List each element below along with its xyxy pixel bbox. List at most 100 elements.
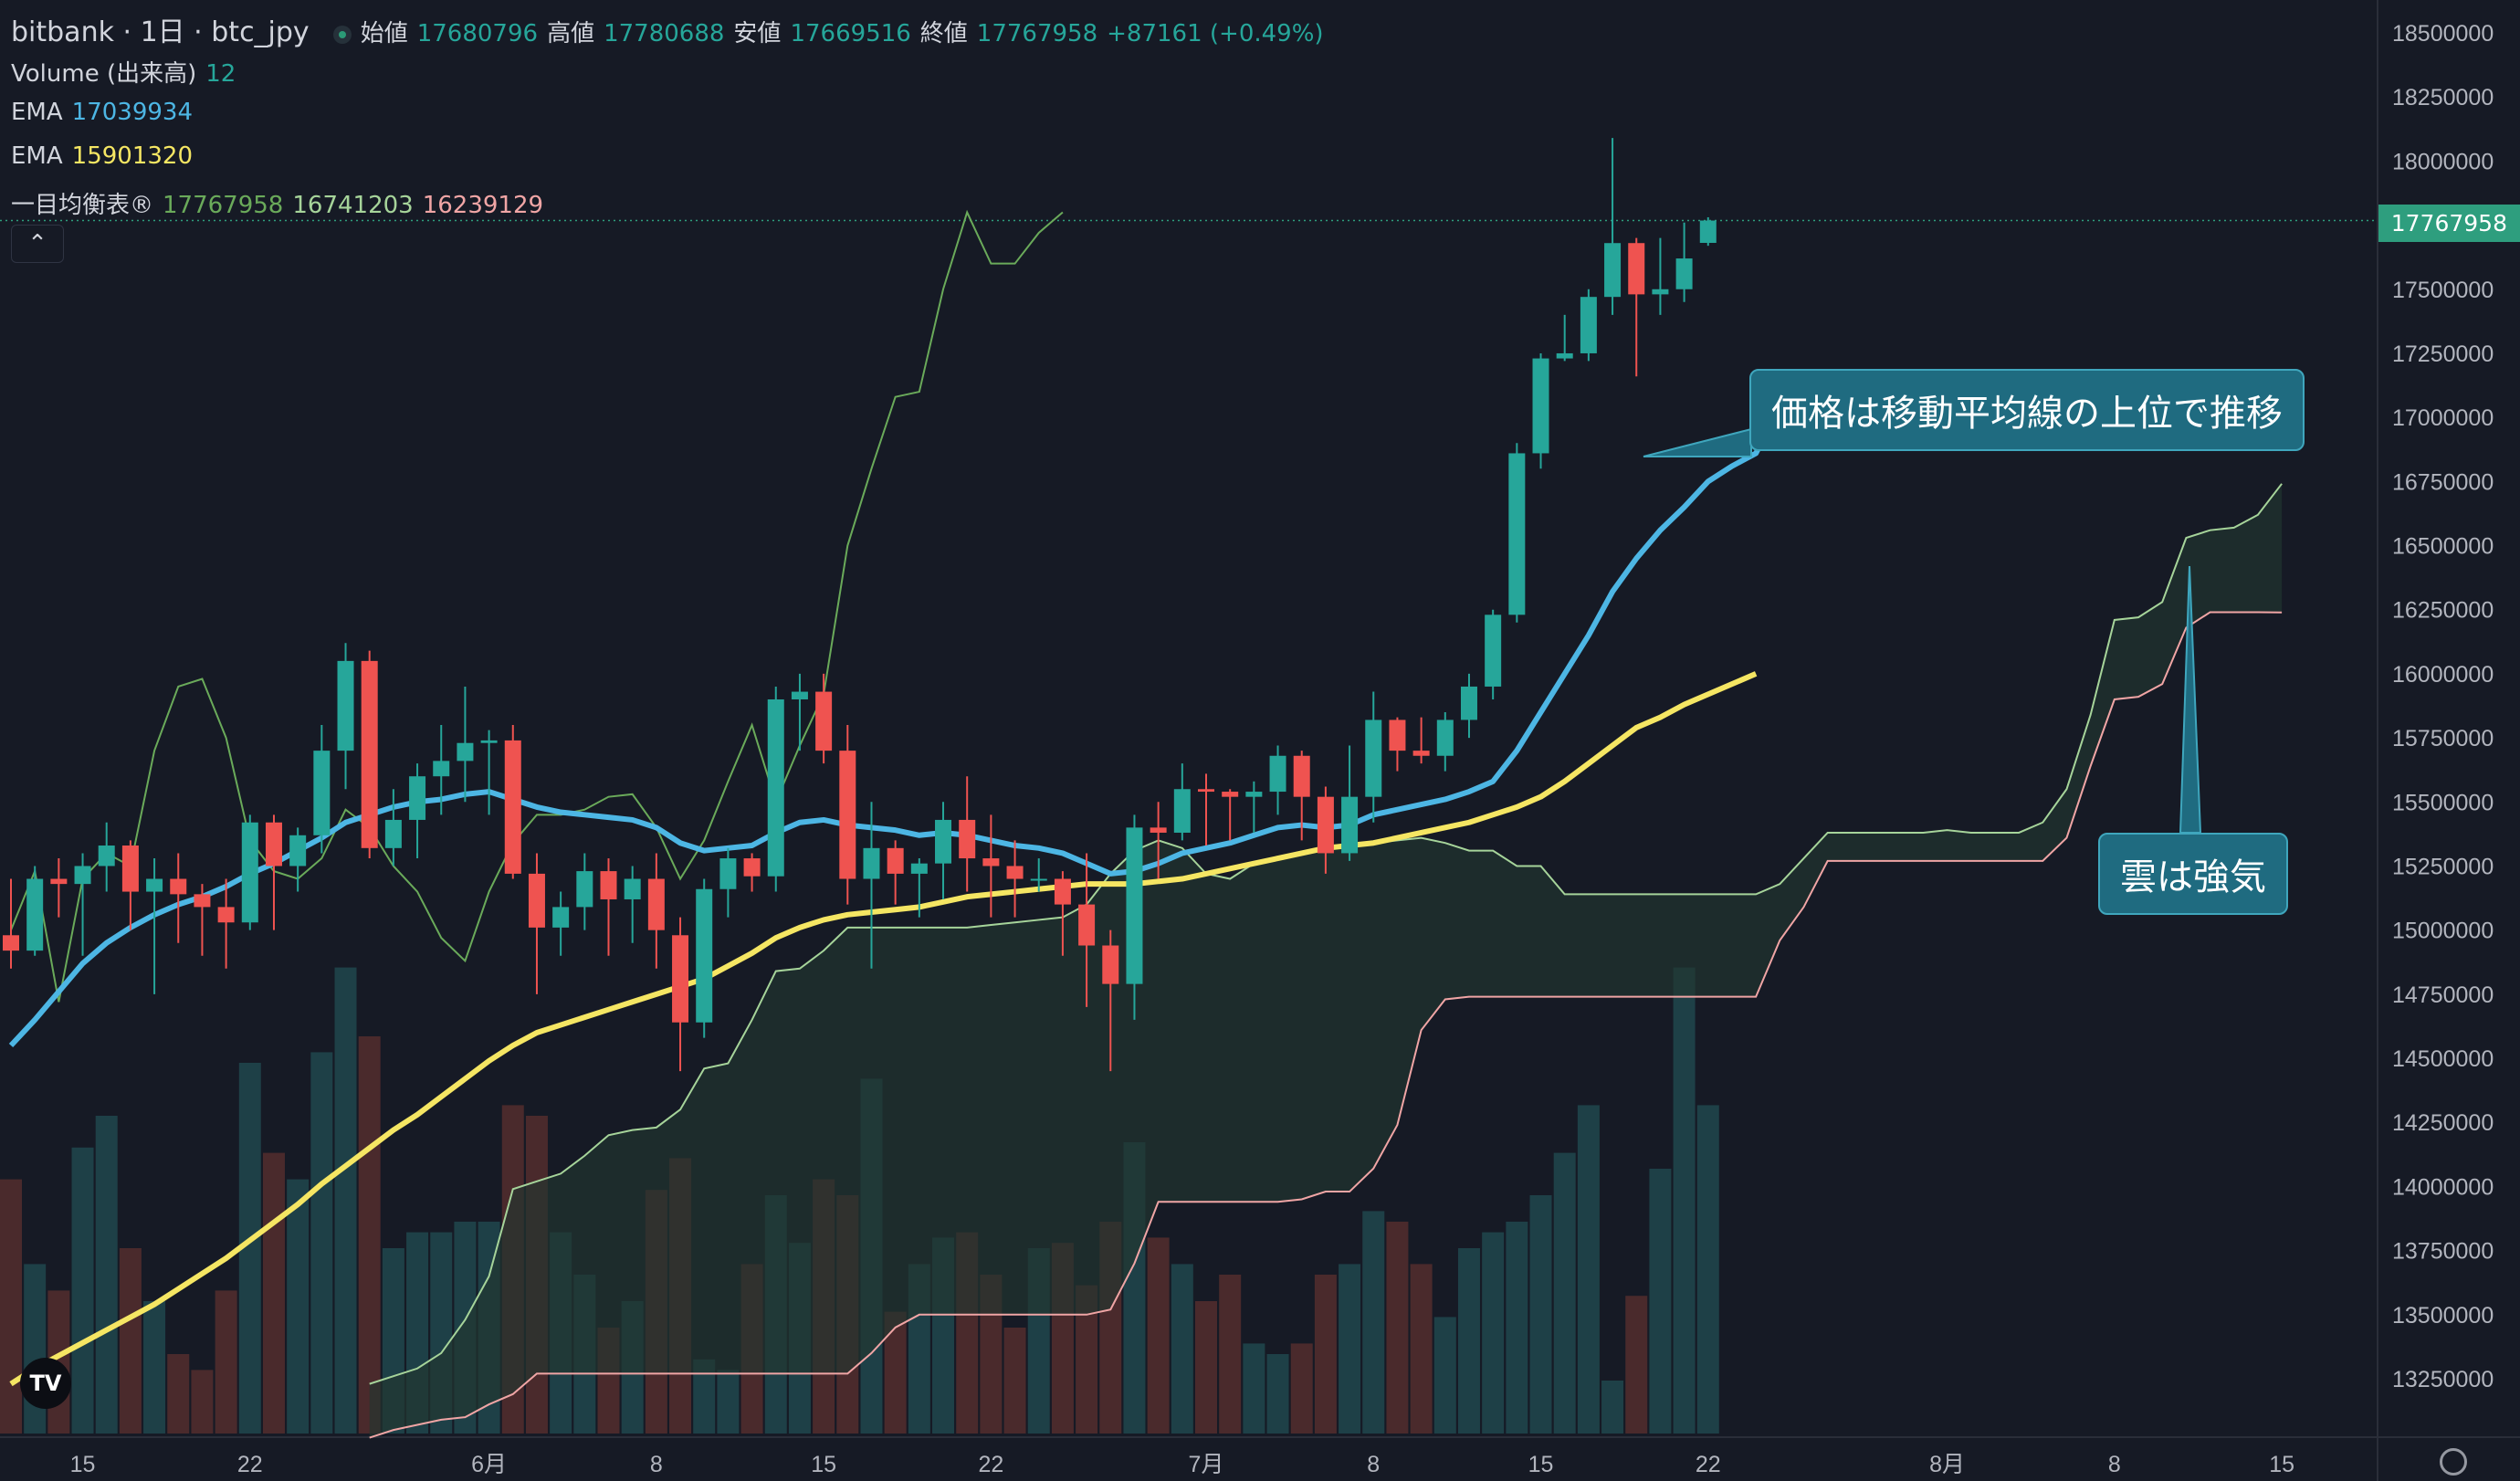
candle-body <box>1341 796 1359 854</box>
collapse-legend-button[interactable]: ⌃ <box>11 225 64 263</box>
volume-legend[interactable]: Volume (出来高) 12 <box>11 55 245 89</box>
x-tick-label: 6月 <box>471 1452 507 1477</box>
volume-bar <box>358 1036 381 1434</box>
change-value: +87161 (+0.49%) <box>1107 20 1324 47</box>
x-tick-label: 15 <box>1528 1452 1554 1477</box>
volume-bar <box>215 1290 237 1434</box>
candle-body <box>504 740 521 874</box>
annotation-price-above-ma: 価格は移動平均線の上位で推移 <box>1749 369 2305 451</box>
x-tick-label: 22 <box>1696 1452 1721 1477</box>
candle-body <box>600 871 617 899</box>
ema-fast-label: EMA <box>11 99 63 126</box>
candle-body <box>1389 719 1406 751</box>
market-status-icon <box>332 25 352 44</box>
y-tick-label: 16000000 <box>2392 662 2494 688</box>
candle-body <box>194 894 211 908</box>
open-value: 17680796 <box>416 20 539 47</box>
volume-label: Volume (出来高) <box>11 60 197 88</box>
y-tick-label: 15500000 <box>2392 790 2494 815</box>
candle-body <box>265 822 282 867</box>
volume-value: 12 <box>205 60 236 88</box>
x-tick-label: 8 <box>2108 1452 2121 1477</box>
gear-icon[interactable] <box>2440 1448 2467 1476</box>
volume-bar <box>1433 1317 1456 1434</box>
open-label: 始値 <box>360 20 408 47</box>
candle-body <box>1460 686 1477 720</box>
candle-body <box>1245 792 1263 797</box>
x-tick-label: 7月 <box>1189 1452 1224 1477</box>
x-tick-label: 8 <box>650 1452 663 1477</box>
candle-body <box>1532 358 1549 454</box>
candle-body <box>26 878 44 951</box>
candle-body <box>1365 719 1382 797</box>
senkou-span-b <box>369 611 2283 1439</box>
volume-bar <box>1601 1381 1624 1434</box>
candle-body <box>361 660 378 848</box>
candle-body <box>982 858 1000 867</box>
y-tick-label: 18500000 <box>2392 21 2494 47</box>
candle-body <box>910 863 928 874</box>
ichimoku-value-1: 17767958 <box>163 192 284 219</box>
ichimoku-legend[interactable]: 一目均衡表® 17767958 16741203 16239129 <box>11 186 552 220</box>
volume-bar <box>1386 1222 1409 1434</box>
candle-body <box>1628 243 1645 295</box>
candle-body <box>3 935 19 951</box>
x-tick-label: 15 <box>70 1452 96 1477</box>
candle-body <box>409 776 426 820</box>
ichimoku-value-2: 16741203 <box>292 192 414 219</box>
volume-bar <box>287 1179 310 1434</box>
ema-slow-line <box>9 671 1758 1387</box>
volume-bar <box>1339 1264 1361 1434</box>
y-tick-label: 16750000 <box>2392 469 2494 495</box>
volume-bar <box>1195 1301 1217 1434</box>
candle-body <box>50 878 68 885</box>
candle-body <box>1054 878 1071 905</box>
symbol-header: bitbank · 1日 · btc_jpy 始値 17680796 高値 177806… <box>11 9 1333 49</box>
candle-body <box>1604 243 1622 298</box>
candle-body <box>1269 755 1286 793</box>
volume-bar <box>310 1052 333 1434</box>
volume-bar <box>1506 1222 1528 1434</box>
candle-body <box>815 691 833 751</box>
volume-bar <box>1314 1275 1337 1434</box>
candle-body <box>1078 904 1096 946</box>
y-tick-label: 14500000 <box>2392 1046 2494 1072</box>
symbol-title[interactable]: bitbank · 1日 · btc_jpy <box>11 16 310 48</box>
tradingview-logo[interactable]: TV <box>20 1358 71 1409</box>
x-tick-label: 22 <box>237 1452 263 1477</box>
x-tick-label: 22 <box>978 1452 1003 1477</box>
volume-bar <box>1577 1105 1600 1434</box>
y-tick-label: 14750000 <box>2392 982 2494 1008</box>
annotation-cloud-bullish: 雲は強気 <box>2098 833 2288 915</box>
y-tick-label: 14000000 <box>2392 1174 2494 1200</box>
ema-slow-legend[interactable]: EMA 15901320 <box>11 142 202 170</box>
candle-body <box>863 847 880 879</box>
candle-body <box>1030 878 1047 881</box>
candle-body <box>887 847 904 874</box>
ema-fast-legend[interactable]: EMA 17039934 <box>11 99 202 126</box>
volume-bar <box>1410 1264 1433 1434</box>
ichimoku-value-3: 16239129 <box>422 192 544 219</box>
candle-body <box>1102 945 1119 984</box>
volume-bar <box>262 1152 285 1434</box>
candle-body <box>767 698 784 877</box>
y-tick-label: 15250000 <box>2392 854 2494 879</box>
candle-body <box>1126 827 1143 984</box>
candle-body <box>576 871 593 908</box>
x-tick-label: 15 <box>811 1452 836 1477</box>
y-tick-label: 17250000 <box>2392 341 2494 367</box>
volume-bar <box>1482 1232 1505 1434</box>
candle-body <box>672 935 689 1023</box>
volume-bar <box>167 1354 190 1434</box>
y-tick-label: 15750000 <box>2392 726 2494 751</box>
candlesticks <box>3 138 1717 1072</box>
candle-body <box>1675 258 1693 289</box>
volume-bar <box>1003 1328 1026 1434</box>
candle-body <box>743 858 761 877</box>
y-tick-label: 16250000 <box>2392 598 2494 624</box>
y-tick-label: 13500000 <box>2392 1303 2494 1329</box>
candle-body <box>170 878 187 895</box>
candle-body <box>384 819 402 848</box>
